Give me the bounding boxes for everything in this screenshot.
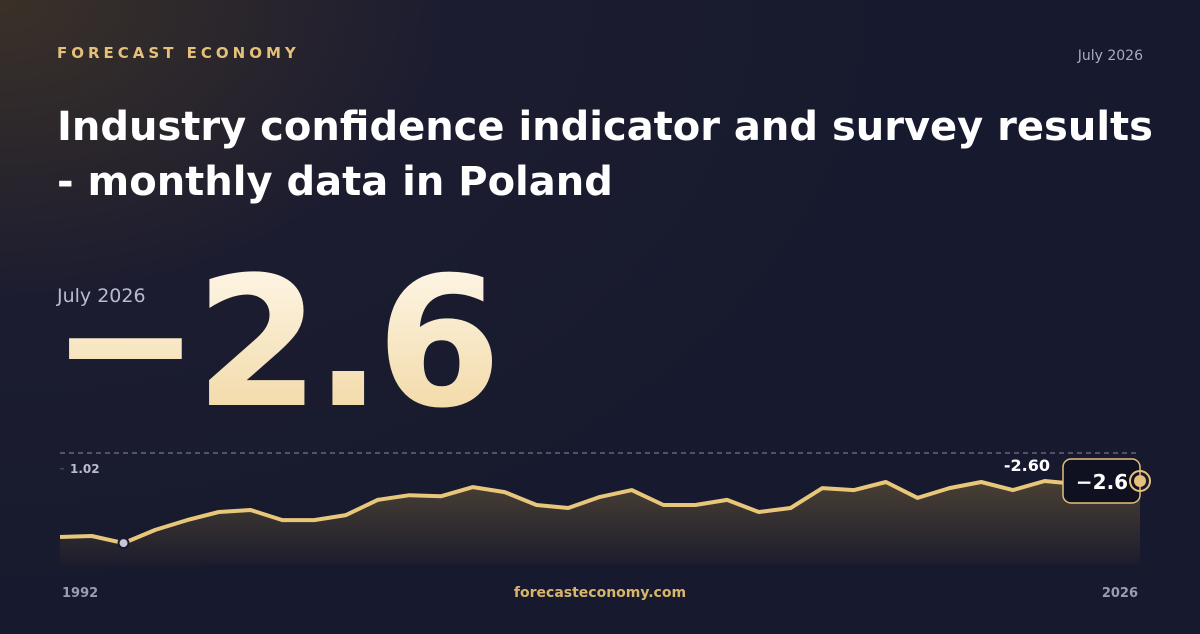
site: forecasteconomy.com	[514, 585, 686, 601]
min-point	[117, 537, 130, 550]
headline-value: −2.6	[50, 239, 496, 448]
brand: FORECAST ECONOMY	[57, 44, 300, 62]
title-line: Industry confidence indicator and survey…	[57, 104, 1153, 150]
plot: 1.02-21−2.6-2.60	[59, 456, 1151, 565]
x-end: 2026	[1102, 586, 1138, 601]
x-start: 1992	[62, 586, 98, 601]
area	[60, 480, 1140, 565]
end-badge-text: −2.6	[1076, 470, 1128, 494]
y-tick-label: 1.02	[70, 462, 100, 476]
end-point	[1134, 475, 1146, 487]
date: July 2026	[1077, 48, 1143, 64]
title-line: - monthly data in Poland	[57, 159, 613, 205]
end-point-ring	[1129, 470, 1151, 492]
headline-label: July 2026	[56, 285, 146, 307]
line	[59, 478, 1141, 546]
end-label: -2.60	[1004, 456, 1050, 475]
